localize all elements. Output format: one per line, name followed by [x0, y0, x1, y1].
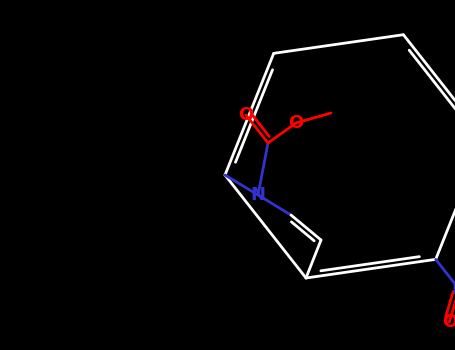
Text: N: N [452, 280, 455, 298]
Text: O: O [442, 313, 455, 331]
Text: O: O [288, 114, 303, 132]
Text: N: N [251, 186, 266, 204]
Text: O: O [238, 106, 253, 124]
